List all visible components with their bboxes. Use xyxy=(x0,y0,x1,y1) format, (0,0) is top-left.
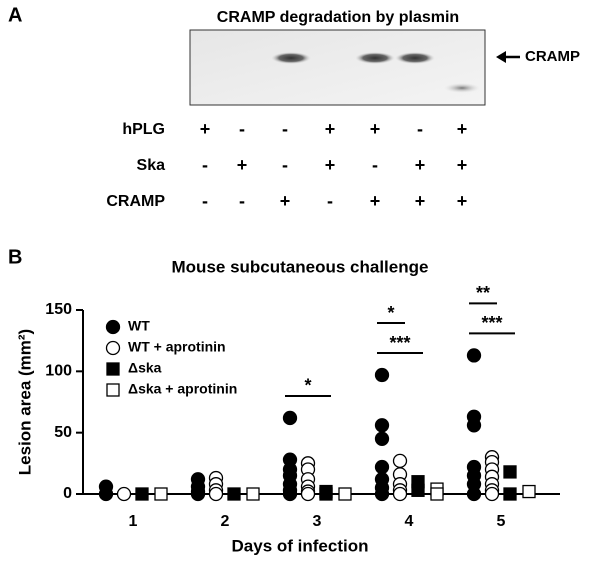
chart-title: Mouse subcutaneous challenge xyxy=(172,257,429,276)
legend-marker xyxy=(105,340,121,356)
legend-marker xyxy=(106,383,120,397)
significance-label: ** xyxy=(476,283,490,303)
y-tick-label: 50 xyxy=(54,424,72,441)
sign: - xyxy=(417,119,423,139)
sign: - xyxy=(202,191,208,211)
legend-marker xyxy=(105,319,121,335)
data-point xyxy=(503,487,517,501)
sign: + xyxy=(457,191,468,211)
arrow-head xyxy=(496,51,506,63)
panel-label: B xyxy=(8,246,22,268)
data-point xyxy=(319,487,333,501)
sign: + xyxy=(415,155,426,175)
sign: - xyxy=(239,191,245,211)
x-tick-label: 2 xyxy=(221,513,230,530)
gel-band xyxy=(355,52,395,64)
sign: + xyxy=(325,155,336,175)
sign: - xyxy=(239,119,245,139)
data-point xyxy=(338,487,352,501)
y-tick-label: 150 xyxy=(45,301,72,318)
data-point xyxy=(98,486,114,502)
data-point xyxy=(374,367,390,383)
y-tick-label: 100 xyxy=(45,363,72,380)
panel-title: CRAMP degradation by plasmin xyxy=(217,9,459,26)
data-point xyxy=(374,459,390,475)
data-point xyxy=(430,487,444,501)
sign: + xyxy=(200,119,211,139)
data-point xyxy=(374,418,390,433)
significance-label: * xyxy=(304,376,311,396)
panel-label: A xyxy=(8,4,22,26)
sign: + xyxy=(370,191,381,211)
sign: + xyxy=(280,191,291,211)
data-point xyxy=(411,483,425,497)
data-point xyxy=(392,453,408,469)
sign: - xyxy=(202,155,208,175)
y-tick-label: 0 xyxy=(63,485,72,502)
data-point xyxy=(116,486,132,502)
data-point xyxy=(208,486,224,502)
significance-label: *** xyxy=(481,313,502,333)
significance-label: *** xyxy=(389,333,410,353)
data-point xyxy=(392,486,408,502)
y-axis-label: Lesion area (mm²) xyxy=(15,329,34,475)
gel xyxy=(189,29,486,106)
sign: + xyxy=(415,191,426,211)
sign: - xyxy=(282,119,288,139)
data-point xyxy=(503,465,517,479)
x-tick-label: 4 xyxy=(405,513,414,530)
data-point xyxy=(484,486,500,502)
data-point xyxy=(282,410,298,426)
data-point xyxy=(282,486,298,502)
sign: + xyxy=(457,155,468,175)
data-point xyxy=(154,487,168,501)
legend-label: WT + aprotinin xyxy=(128,339,226,355)
data-point xyxy=(190,486,206,502)
x-tick-label: 1 xyxy=(129,513,138,530)
data-point xyxy=(466,486,482,502)
legend-label: WT xyxy=(128,318,150,334)
sign: + xyxy=(237,155,248,175)
data-point xyxy=(374,486,390,502)
data-point xyxy=(466,348,482,363)
gel-band xyxy=(444,83,480,93)
sign: + xyxy=(457,119,468,139)
x-axis-label: Days of infection xyxy=(232,536,369,555)
legend-label: Δska + aprotinin xyxy=(128,381,237,397)
sign: - xyxy=(327,191,333,211)
data-point xyxy=(227,487,241,501)
sign: + xyxy=(370,119,381,139)
x-tick-label: 3 xyxy=(313,513,322,530)
row-label: CRAMP xyxy=(106,193,165,210)
row-label: Ska xyxy=(137,157,166,174)
legend-marker xyxy=(106,362,120,376)
legend-label: Δska xyxy=(128,360,162,376)
data-point xyxy=(300,486,316,502)
data-point xyxy=(135,487,149,501)
data-point xyxy=(246,487,260,501)
gel-band xyxy=(395,52,435,64)
row-label: hPLG xyxy=(122,121,165,138)
sign: - xyxy=(282,155,288,175)
data-point xyxy=(522,484,536,499)
x-tick-label: 5 xyxy=(497,513,506,530)
data-point xyxy=(466,418,482,433)
sign: + xyxy=(325,119,336,139)
sign: - xyxy=(372,155,378,175)
data-point xyxy=(374,431,390,446)
arrow-label: CRAMP xyxy=(525,48,580,65)
significance-label: * xyxy=(387,303,394,323)
gel-band xyxy=(271,52,311,64)
